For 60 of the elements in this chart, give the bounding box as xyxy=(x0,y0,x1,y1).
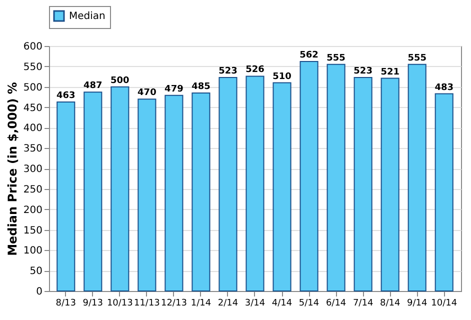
x-tick-label: 10/14 xyxy=(431,298,458,308)
bar xyxy=(110,86,130,292)
data-label: 523 xyxy=(218,66,238,76)
y-tick-label: 300 xyxy=(23,164,42,175)
bar xyxy=(246,76,264,292)
bar xyxy=(408,64,426,292)
data-label: 485 xyxy=(192,82,210,92)
y-tick-label: 250 xyxy=(23,184,42,196)
x-tick-label: 9/13 xyxy=(82,298,104,308)
bar xyxy=(354,76,372,292)
data-label: 523 xyxy=(354,66,372,76)
legend-label: Median xyxy=(69,11,106,22)
x-tick-label: 2/14 xyxy=(218,298,238,308)
x-tick-label: 10/13 xyxy=(106,298,133,308)
x-tick-label: 12/13 xyxy=(160,298,187,308)
data-label: 487 xyxy=(84,81,102,92)
data-label: 463 xyxy=(56,90,76,101)
y-tick-label: 50 xyxy=(30,266,42,278)
data-label: 479 xyxy=(164,84,184,94)
data-label: 526 xyxy=(246,65,264,76)
y-tick-label: 150 xyxy=(23,225,42,236)
x-tick-label: 4/14 xyxy=(272,298,292,308)
y-tick-label: 0 xyxy=(36,286,42,298)
data-label: 483 xyxy=(434,82,454,93)
data-label: 555 xyxy=(408,53,426,64)
y-tick-label: 500 xyxy=(23,82,42,94)
y-tick-label: 350 xyxy=(23,144,42,155)
y-tick-label: 550 xyxy=(23,62,42,73)
x-tick-label: 8/14 xyxy=(380,298,400,308)
data-label: 510 xyxy=(272,72,292,82)
bar xyxy=(218,76,238,292)
y-tick-label: 600 xyxy=(23,42,42,52)
y-tick-label: 400 xyxy=(23,123,42,134)
bar xyxy=(84,92,102,292)
x-tick-label: 7/14 xyxy=(352,298,374,308)
bar xyxy=(164,94,184,292)
bar xyxy=(300,61,318,292)
bar xyxy=(192,92,210,292)
x-tick-label: 3/14 xyxy=(244,298,266,308)
data-label: 500 xyxy=(110,76,130,86)
bar xyxy=(434,93,454,292)
data-label: 521 xyxy=(380,67,400,78)
x-tick-label: 11/13 xyxy=(134,298,160,308)
data-label: 555 xyxy=(326,53,346,64)
bar xyxy=(56,101,76,292)
bar xyxy=(326,64,346,292)
y-axis-title: Median Price (in $,000) % xyxy=(5,82,20,256)
y-tick-label: 200 xyxy=(23,204,42,216)
y-tick-label: 450 xyxy=(23,102,42,114)
x-tick-label: 6/14 xyxy=(326,298,346,308)
x-tick-label: 8/13 xyxy=(56,298,76,308)
data-label: 470 xyxy=(138,88,156,98)
x-tick-label: 5/14 xyxy=(298,298,320,308)
y-tick-label: 100 xyxy=(23,246,42,257)
bar xyxy=(272,82,292,292)
bar xyxy=(138,98,156,292)
data-label: 562 xyxy=(300,50,318,61)
x-tick-label: 9/14 xyxy=(406,298,428,308)
bar xyxy=(380,78,400,292)
x-tick-label: 1/14 xyxy=(190,298,212,308)
